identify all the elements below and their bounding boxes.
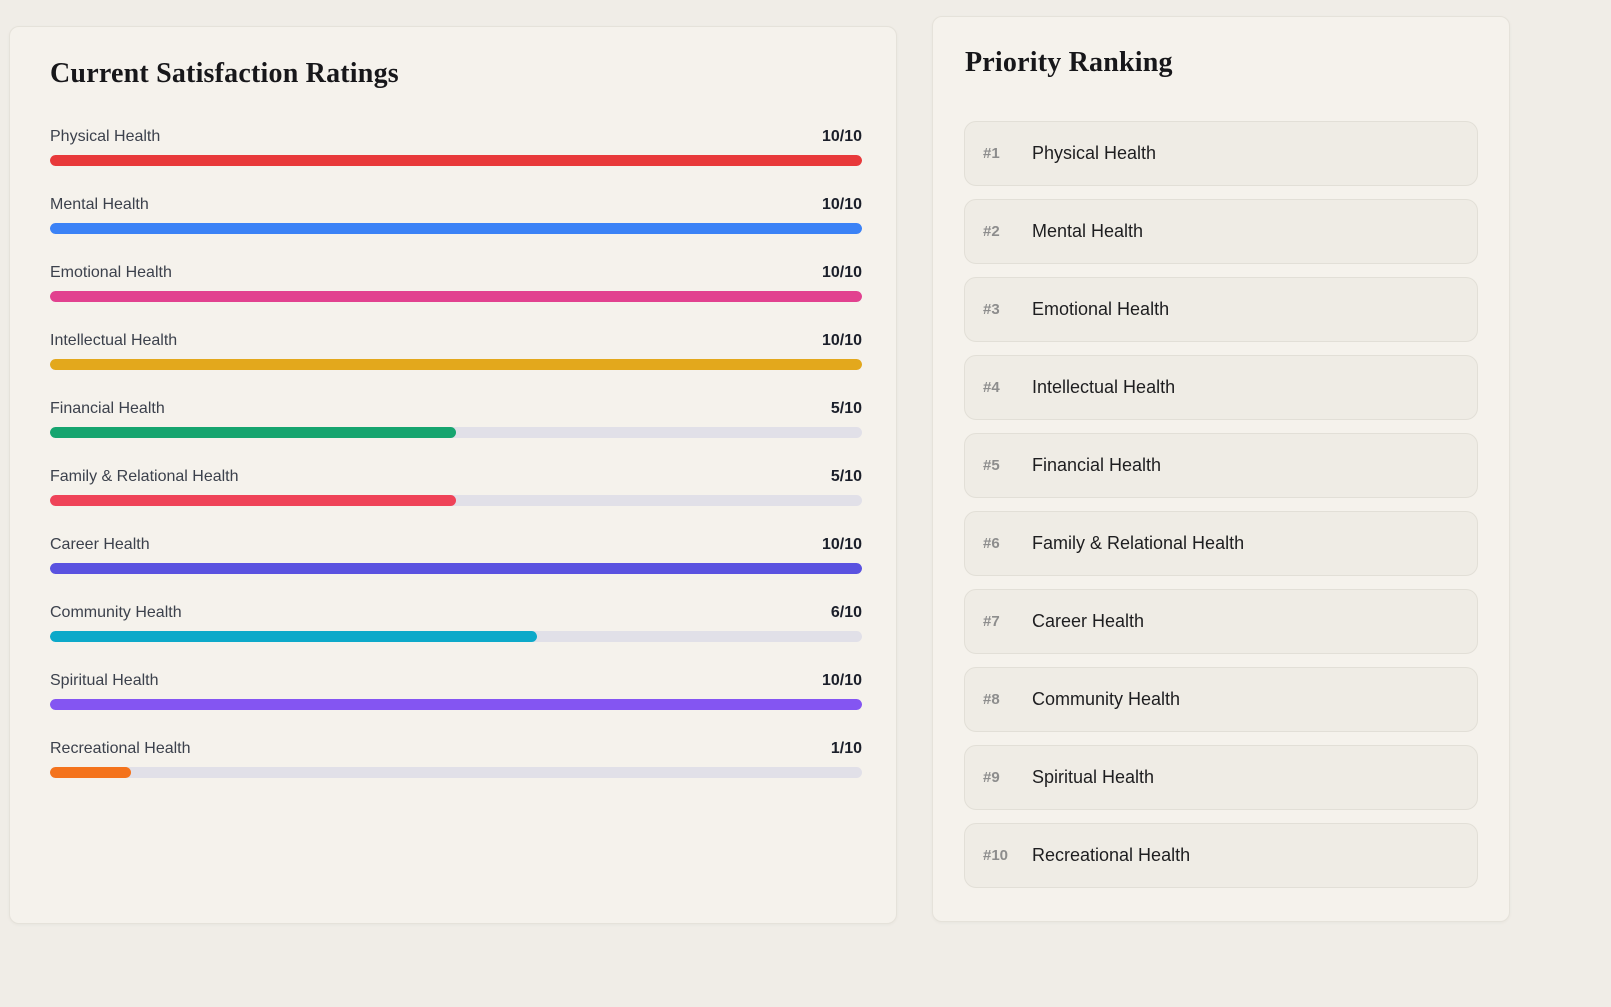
rating-bar-fill	[50, 291, 862, 302]
satisfaction-ratings-title: Current Satisfaction Ratings	[50, 58, 399, 89]
rating-bar-track	[50, 699, 862, 710]
rank-label: Community Health	[1032, 689, 1181, 709]
rating-row-header: Community Health 6/10	[50, 604, 862, 622]
rating-value: 10/10	[821, 672, 862, 689]
rank-number: #9	[983, 769, 1000, 786]
rating-bar-track	[50, 291, 862, 302]
rating-label: Family & Relational Health	[50, 468, 239, 485]
rank-label: Intellectual Health	[1032, 377, 1176, 397]
rating-row: Intellectual Health 10/10	[50, 332, 862, 370]
rank-label: Physical Health	[1032, 143, 1157, 163]
ratings-list: Physical Health 10/10 Mental Health 10/1…	[42, 128, 862, 778]
rating-row: Financial Health 5/10	[50, 400, 862, 438]
rating-label: Spiritual Health	[50, 672, 159, 689]
rating-bar-fill	[50, 155, 862, 166]
rank-number: #8	[983, 691, 1000, 708]
ranking-card[interactable]: #4 Intellectual Health	[964, 355, 1478, 420]
ranking-card[interactable]: #8 Community Health	[964, 667, 1478, 732]
ranking-card[interactable]: #5 Financial Health	[964, 433, 1478, 498]
priority-ranking-panel: Priority Ranking #1 Physical Health #2 M…	[932, 16, 1510, 922]
rank-label: Mental Health	[1032, 221, 1144, 241]
rating-row-header: Financial Health 5/10	[50, 400, 862, 418]
rating-label: Emotional Health	[50, 264, 172, 281]
rating-row-header: Intellectual Health 10/10	[50, 332, 862, 350]
priority-ranking-title: Priority Ranking	[965, 47, 1173, 78]
rating-bar-fill	[50, 699, 862, 710]
rating-bar-track	[50, 155, 862, 166]
rating-bar-fill	[50, 563, 862, 574]
ranking-card[interactable]: #9 Spiritual Health	[964, 745, 1478, 810]
rating-value: 10/10	[821, 196, 862, 213]
rank-number: #2	[983, 223, 1000, 240]
rank-label: Emotional Health	[1032, 299, 1170, 319]
ranking-card[interactable]: #7 Career Health	[964, 589, 1478, 654]
rank-number: #7	[983, 613, 1000, 630]
rank-number: #10	[983, 847, 1009, 864]
rating-row: Mental Health 10/10	[50, 196, 862, 234]
rankings-list: #1 Physical Health #2 Mental Health #3 E…	[964, 121, 1478, 888]
rating-bar-track	[50, 223, 862, 234]
rating-label: Mental Health	[50, 196, 149, 213]
rating-label: Community Health	[50, 604, 182, 621]
rating-bar-track	[50, 427, 862, 438]
rank-label: Family & Relational Health	[1032, 533, 1245, 553]
rating-bar-track	[50, 359, 862, 370]
rating-bar-fill	[50, 427, 456, 438]
rating-row-header: Mental Health 10/10	[50, 196, 862, 214]
ranking-card[interactable]: #10 Recreational Health	[964, 823, 1478, 888]
rating-row-header: Recreational Health 1/10	[50, 740, 862, 758]
ranking-card[interactable]: #1 Physical Health	[964, 121, 1478, 186]
rating-bar-track	[50, 631, 862, 642]
rank-number: #3	[983, 301, 1000, 318]
rating-row-header: Career Health 10/10	[50, 536, 862, 554]
ranking-card[interactable]: #3 Emotional Health	[964, 277, 1478, 342]
rating-bar-fill	[50, 495, 456, 506]
rating-row-header: Emotional Health 10/10	[50, 264, 862, 282]
rating-row: Community Health 6/10	[50, 604, 862, 642]
rating-value: 6/10	[830, 604, 862, 621]
rating-value: 10/10	[821, 128, 862, 145]
rank-number: #6	[983, 535, 1000, 552]
rating-label: Intellectual Health	[50, 332, 178, 349]
rating-row: Spiritual Health 10/10	[50, 672, 862, 710]
rating-value: 5/10	[830, 400, 862, 417]
rating-row: Career Health 10/10	[50, 536, 862, 574]
rating-label: Career Health	[50, 536, 150, 553]
rank-label: Career Health	[1032, 611, 1145, 631]
rating-row: Emotional Health 10/10	[50, 264, 862, 302]
ranking-card[interactable]: #2 Mental Health	[964, 199, 1478, 264]
rating-value: 10/10	[821, 332, 862, 349]
rating-label: Financial Health	[50, 400, 165, 417]
rank-label: Recreational Health	[1032, 845, 1191, 865]
satisfaction-ratings-panel: Current Satisfaction Ratings Physical He…	[9, 26, 897, 924]
rating-row: Family & Relational Health 5/10	[50, 468, 862, 506]
rating-bar-track	[50, 563, 862, 574]
rank-label: Financial Health	[1032, 455, 1162, 475]
rating-bar-fill	[50, 767, 132, 778]
rating-value: 10/10	[821, 264, 862, 281]
rating-bar-track	[50, 767, 862, 778]
rating-bar-fill	[50, 223, 862, 234]
rank-label: Spiritual Health	[1032, 767, 1155, 787]
rating-value: 5/10	[830, 468, 862, 485]
rating-row-header: Spiritual Health 10/10	[50, 672, 862, 690]
rating-value: 1/10	[830, 740, 862, 757]
rating-label: Recreational Health	[50, 740, 191, 757]
rank-number: #5	[983, 457, 1000, 474]
rating-value: 10/10	[821, 536, 862, 553]
rating-row-header: Family & Relational Health 5/10	[50, 468, 862, 486]
rating-bar-fill	[50, 359, 862, 370]
rating-bar-fill	[50, 631, 538, 642]
ranking-card[interactable]: #6 Family & Relational Health	[964, 511, 1478, 576]
rating-label: Physical Health	[50, 128, 161, 145]
rating-bar-track	[50, 495, 862, 506]
rank-number: #1	[983, 145, 1000, 162]
rank-number: #4	[983, 379, 1000, 396]
rating-row: Recreational Health 1/10	[50, 740, 862, 778]
rating-row: Physical Health 10/10	[50, 128, 862, 166]
rating-row-header: Physical Health 10/10	[50, 128, 862, 146]
